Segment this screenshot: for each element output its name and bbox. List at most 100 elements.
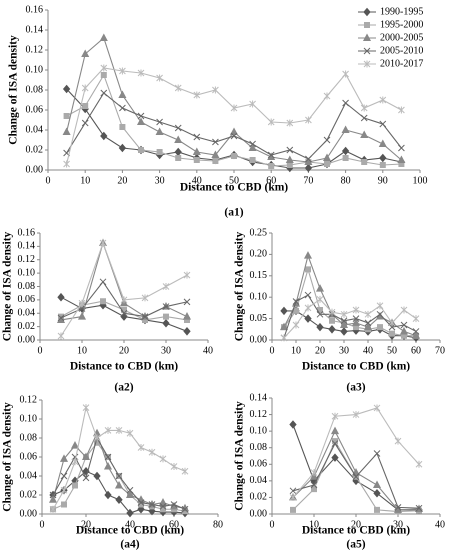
x-tick-label: 80 (341, 175, 351, 186)
series-line (52, 405, 186, 510)
data-point (389, 330, 395, 337)
legend-marker (363, 47, 371, 55)
series-line (283, 298, 417, 339)
data-point (352, 473, 360, 481)
data-point (398, 106, 405, 114)
data-point (137, 499, 145, 506)
data-point (305, 116, 312, 124)
data-point (399, 326, 409, 335)
x-tick-label: 40 (363, 345, 373, 356)
caption: (a1) (224, 207, 243, 219)
y-tick-label: 0.00 (26, 164, 44, 175)
data-point (323, 136, 331, 144)
y-tick-label: 0.12 (250, 409, 268, 420)
y-tick-label: 0.04 (26, 124, 44, 135)
data-point (394, 437, 402, 445)
data-point (212, 158, 219, 164)
data-point (398, 144, 405, 152)
data-point (138, 147, 144, 153)
y-axis-label: Change of ISA density (2, 402, 14, 512)
y-tick-label: 0.06 (26, 104, 44, 115)
data-point (361, 159, 368, 165)
data-point (286, 162, 293, 168)
data-point (183, 327, 191, 336)
data-point (174, 84, 182, 92)
data-point (71, 453, 79, 461)
data-point (352, 306, 360, 314)
data-point (330, 426, 340, 435)
data-point (340, 317, 348, 325)
data-point (411, 331, 421, 339)
x-tick-label: 10 (77, 345, 87, 356)
data-point (48, 495, 58, 503)
y-tick-label: 0.14 (26, 24, 44, 35)
data-point (230, 104, 238, 112)
data-point (248, 143, 257, 151)
x-tick-label: 0 (38, 345, 43, 356)
data-point (126, 429, 134, 437)
data-point (70, 441, 80, 449)
x-tick-label: 60 (169, 519, 179, 530)
data-point (339, 320, 349, 329)
data-point (379, 96, 387, 104)
data-point (412, 328, 420, 335)
x-tick-label: 70 (303, 175, 313, 186)
x-axis-label: Distance to CBD (km) (76, 525, 184, 537)
y-tick-label: 0.00 (250, 334, 268, 345)
data-point (280, 306, 288, 316)
y-tick-label: 0.00 (250, 508, 268, 519)
y-tick-label: 0.04 (20, 470, 38, 481)
data-point (292, 298, 300, 305)
data-point (100, 72, 107, 78)
data-point (352, 411, 360, 419)
data-point (115, 426, 123, 434)
y-tick-label: 0.16 (18, 227, 36, 238)
data-point (351, 318, 361, 326)
data-point (100, 64, 108, 72)
y-tick-label: 0.25 (250, 227, 268, 238)
data-point (60, 472, 68, 480)
data-point (212, 138, 219, 146)
x-tick-label: 20 (81, 519, 91, 530)
data-point (156, 74, 163, 82)
data-point (285, 155, 294, 163)
data-point (323, 92, 331, 100)
data-point (183, 298, 191, 306)
data-point (49, 505, 57, 513)
data-point (376, 310, 384, 318)
x-tick-label: 0 (270, 345, 275, 356)
data-point (249, 157, 256, 163)
data-point (175, 155, 182, 161)
data-point (159, 503, 167, 510)
data-point (93, 434, 101, 442)
data-point (230, 132, 238, 140)
y-tick-label: 0.06 (250, 459, 268, 470)
data-point (360, 130, 369, 138)
y-tick-label: 0.08 (20, 432, 38, 443)
data-point (63, 160, 70, 168)
data-point (352, 315, 360, 322)
data-point (125, 490, 135, 498)
data-point (304, 163, 313, 173)
data-point (373, 489, 381, 498)
data-point (310, 481, 318, 489)
data-point (280, 334, 288, 342)
data-point (82, 474, 90, 482)
data-point (310, 469, 318, 477)
data-point (82, 103, 89, 109)
data-point (158, 498, 168, 506)
y-tick-label: 0.14 (250, 392, 268, 403)
x-axis-label: Distance to CBD (km) (70, 361, 178, 373)
legend-marker (364, 22, 370, 28)
y-tick-label: 0.06 (18, 294, 36, 305)
data-point (137, 69, 145, 77)
data-point (71, 458, 79, 466)
data-point (229, 127, 239, 135)
data-point (304, 314, 312, 323)
x-tick-label: 30 (161, 345, 171, 356)
data-point (286, 146, 294, 154)
data-point (183, 271, 191, 279)
data-point (388, 319, 396, 327)
x-tick-label: 40 (192, 175, 202, 186)
